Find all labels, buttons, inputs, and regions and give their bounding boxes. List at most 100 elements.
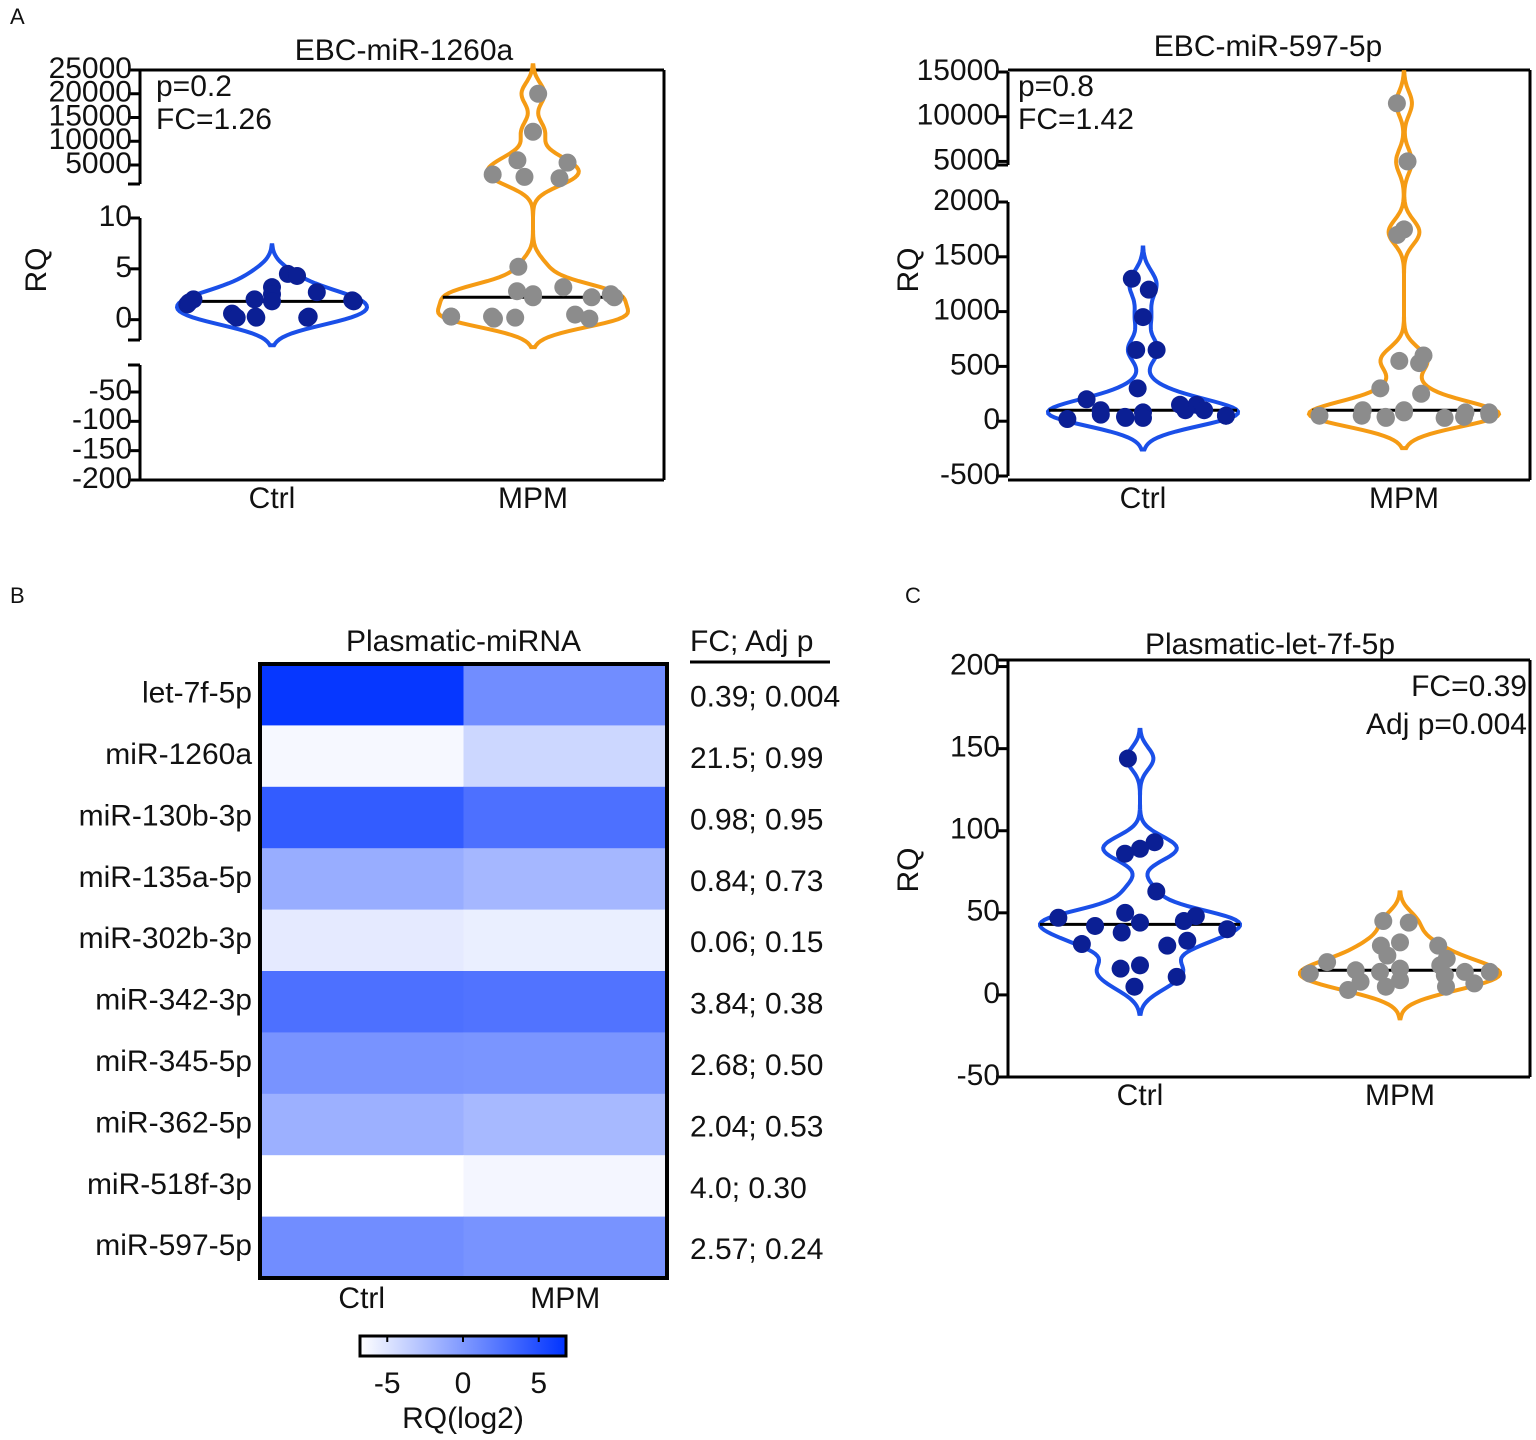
data-point — [1111, 959, 1130, 978]
data-point — [582, 288, 601, 307]
data-point — [263, 292, 281, 311]
data-point — [1127, 340, 1146, 359]
data-point — [1128, 379, 1147, 398]
column-label: MPM — [530, 1282, 600, 1315]
annotation: FC=0.39 — [1411, 670, 1527, 703]
data-point — [1147, 882, 1166, 901]
data-point — [1388, 225, 1407, 244]
heatmap-cell — [260, 725, 464, 788]
data-point — [1086, 916, 1105, 935]
data-point — [1134, 408, 1152, 427]
row-label: miR-345-5p — [95, 1045, 252, 1078]
colorbar-label: RQ(log2) — [402, 1402, 524, 1435]
data-point — [1300, 964, 1319, 983]
data-point — [508, 151, 527, 170]
y-tick-label: 1500 — [933, 239, 1000, 272]
y-tick-label: -50 — [957, 1059, 1000, 1092]
heatmap-cell — [260, 1216, 464, 1279]
data-point — [1376, 977, 1395, 996]
data-point — [1399, 913, 1418, 932]
annotation: p=0.2 — [156, 70, 232, 103]
y-tick-label: 10000 — [917, 99, 1000, 132]
data-point — [442, 307, 461, 326]
data-point — [1378, 946, 1397, 965]
y-tick-label: 0 — [983, 977, 1000, 1010]
heatmap-cell — [463, 1216, 668, 1279]
column-label: Ctrl — [338, 1282, 385, 1315]
annotation: FC=1.42 — [1018, 103, 1134, 136]
data-point — [1072, 935, 1091, 954]
data-point — [1387, 94, 1406, 113]
data-point — [566, 305, 585, 324]
row-label: miR-597-5p — [95, 1229, 252, 1262]
y-tick-label: -100 — [72, 403, 132, 436]
y-tick-label: 20000 — [49, 76, 132, 109]
heatmap-cell — [463, 725, 668, 788]
heatmap-cell — [463, 1093, 668, 1156]
data-point — [1376, 407, 1395, 426]
y-tick-label: 0 — [115, 302, 132, 335]
row-label: miR-1260a — [105, 738, 252, 771]
panel-label: C — [905, 583, 921, 608]
heatmap-cell — [260, 909, 464, 972]
data-point — [1131, 839, 1149, 858]
data-point — [1077, 390, 1096, 409]
heatmap-cell — [463, 664, 668, 726]
fc-label: 21.5; 0.99 — [690, 742, 823, 775]
data-point — [1118, 749, 1137, 768]
data-point — [1145, 833, 1164, 852]
heatmap-cell — [463, 971, 668, 1033]
y-tick-label: 5 — [115, 251, 132, 284]
x-tick-label: Ctrl — [1117, 1079, 1164, 1112]
heatmap-cell — [260, 848, 464, 911]
y-tick-label: 500 — [950, 348, 1000, 381]
y-tick-label: 10 — [99, 200, 132, 233]
data-point — [1216, 406, 1235, 425]
data-point — [1112, 923, 1131, 942]
data-point — [1158, 936, 1177, 955]
chart-title: EBC-miR-597-5p — [1154, 30, 1382, 63]
data-point — [1049, 908, 1068, 927]
x-tick-label: Ctrl — [249, 482, 296, 515]
y-tick-label: 2000 — [933, 184, 1000, 217]
fc-label: 2.04; 0.53 — [690, 1110, 823, 1143]
data-point — [1480, 405, 1499, 424]
data-point — [1398, 152, 1417, 171]
fc-label: 0.98; 0.95 — [690, 803, 823, 836]
data-point — [601, 285, 620, 304]
data-point — [227, 308, 246, 327]
row-label: miR-130b-3p — [79, 799, 252, 832]
data-point — [1480, 962, 1499, 981]
data-point — [307, 283, 326, 302]
panel-label: B — [10, 583, 25, 608]
annotation: Adj p=0.004 — [1366, 708, 1527, 741]
x-tick-label: MPM — [1365, 1079, 1435, 1112]
fc-label: 2.57; 0.24 — [690, 1233, 823, 1266]
fc-label: 2.68; 0.50 — [690, 1049, 823, 1082]
y-tick-label: 150 — [950, 731, 1000, 764]
y-axis-label: RQ — [892, 848, 925, 893]
annotation: FC=1.26 — [156, 103, 272, 136]
data-point — [558, 153, 577, 172]
y-tick-label: 0 — [983, 403, 1000, 436]
heatmap-cell — [260, 1032, 464, 1095]
fc-label: 0.06; 0.15 — [690, 926, 823, 959]
fc-header: FC; Adj p — [690, 625, 813, 658]
data-point — [1171, 395, 1190, 414]
heatmap-cell — [260, 664, 464, 726]
data-point — [246, 307, 265, 326]
heatmap-cell — [463, 848, 668, 911]
data-point — [550, 169, 569, 188]
data-point — [288, 266, 307, 285]
data-point — [1374, 912, 1393, 931]
chart-title: EBC-miR-1260a — [295, 34, 514, 67]
data-point — [529, 84, 548, 103]
row-label: miR-362-5p — [95, 1106, 252, 1139]
violin — [1037, 727, 1243, 1016]
data-point — [1139, 280, 1158, 299]
row-label: miR-302b-3p — [79, 922, 252, 955]
data-point — [1218, 920, 1237, 939]
violin — [174, 243, 370, 348]
data-point — [524, 288, 542, 307]
y-axis-label: RQ — [892, 248, 925, 293]
